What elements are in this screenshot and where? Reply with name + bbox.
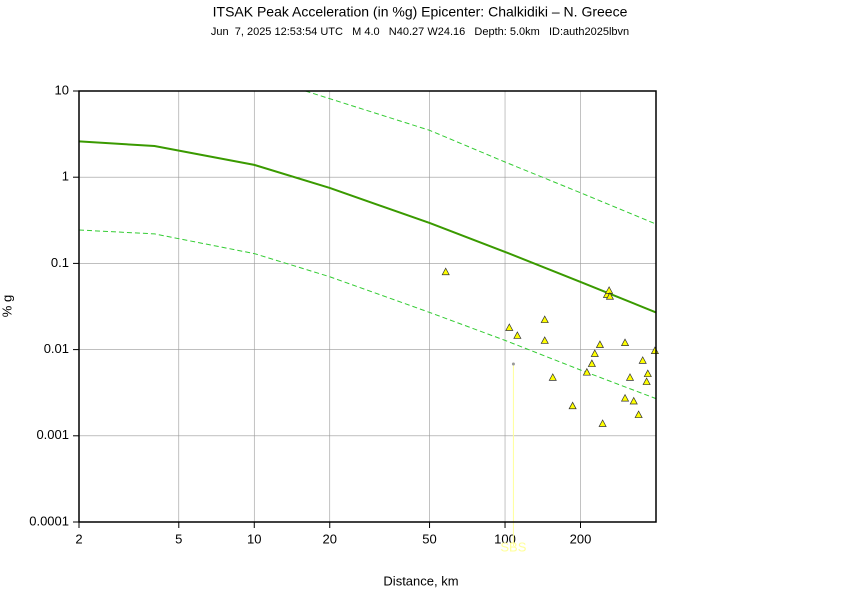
station-marker <box>582 367 591 376</box>
station-marker <box>540 336 549 344</box>
station-marker <box>638 356 647 364</box>
y-tick-label: 1 <box>62 169 69 184</box>
model-curve <box>305 90 657 225</box>
station-marker <box>643 369 652 377</box>
y-tick-label: 0.0001 <box>29 513 69 528</box>
x-tick-label: 100 <box>494 531 516 546</box>
station-marker <box>568 401 577 410</box>
x-tick-label: 10 <box>247 531 261 546</box>
chart-title: ITSAK Peak Acceleration (in %g) Epicente… <box>213 4 628 20</box>
station-marker <box>634 410 643 418</box>
y-tick-label: 0.01 <box>44 341 69 356</box>
y-axis-label: % g <box>0 295 14 317</box>
x-axis-label: Distance, km <box>383 573 458 588</box>
model-curve <box>78 229 657 400</box>
station-marker <box>650 346 659 354</box>
x-tick-label: 50 <box>422 531 436 546</box>
station-marker <box>548 373 557 381</box>
station-marker <box>540 315 549 323</box>
station-marker <box>598 419 607 427</box>
station-marker <box>629 396 638 405</box>
x-tick-label: 20 <box>323 531 337 546</box>
chart-subtitle: Jun 7, 2025 12:53:54 UTC M 4.0 N40.27 W2… <box>211 26 629 38</box>
station-marker <box>642 377 651 385</box>
station-marker <box>505 323 514 331</box>
station-marker <box>625 373 635 381</box>
station-marker <box>587 359 596 367</box>
y-tick-label: 0.1 <box>51 255 69 270</box>
station-marker <box>595 340 605 348</box>
station-marker <box>620 393 630 402</box>
station-marker <box>441 267 450 276</box>
station-marker <box>513 331 522 339</box>
station-marker <box>605 292 615 300</box>
y-tick-label: 0.001 <box>36 427 69 442</box>
y-tick-label: 10 <box>55 82 69 97</box>
station-marker <box>605 286 614 294</box>
x-tick-label: 2 <box>75 531 82 546</box>
x-tick-label: 200 <box>570 531 592 546</box>
plot-frame <box>78 90 657 523</box>
x-tick-label: 5 <box>175 531 182 546</box>
model-curve <box>78 140 657 314</box>
station-marker <box>620 338 630 346</box>
annotation: SBS <box>500 539 526 554</box>
station-dot <box>511 362 515 366</box>
station-marker <box>590 349 599 357</box>
